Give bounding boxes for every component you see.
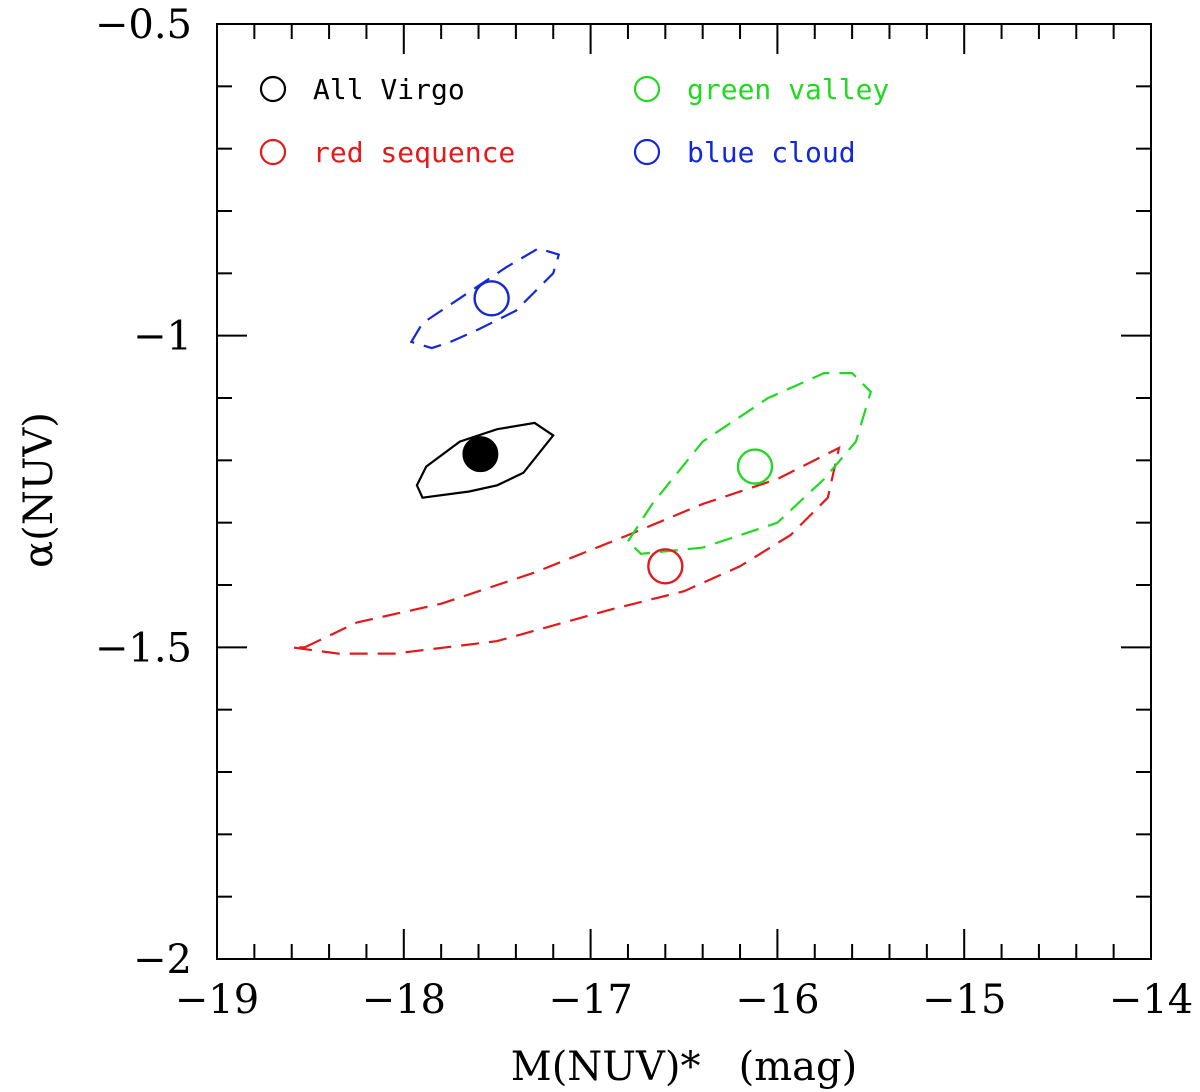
legend-marker bbox=[633, 75, 661, 103]
y-axis-title: α(NUV) bbox=[16, 412, 62, 568]
legend-label: red sequence bbox=[313, 136, 515, 169]
y-tick-label: −0.5 bbox=[95, 2, 192, 48]
best-fit-markers bbox=[462, 280, 774, 585]
best-fit-point bbox=[736, 448, 774, 485]
best-fit-point bbox=[462, 436, 499, 473]
confidence-contours bbox=[291, 247, 873, 655]
contour-red-sequence bbox=[291, 445, 841, 655]
best-fit-point bbox=[647, 548, 684, 585]
y-tick-label: −1.5 bbox=[95, 625, 192, 671]
best-fit-point bbox=[473, 280, 510, 317]
axis-ticks bbox=[216, 23, 1152, 960]
y-tick-label: −2 bbox=[133, 937, 192, 983]
x-tick-label: −15 bbox=[922, 977, 1006, 1023]
legend-label: All Virgo bbox=[313, 73, 465, 106]
x-tick-label: −19 bbox=[175, 977, 259, 1023]
legend-marker bbox=[259, 138, 287, 166]
legend: All Virgo red sequence green valley blue cl… bbox=[259, 73, 889, 169]
contour-green-valley bbox=[626, 372, 873, 555]
y-tick-label: −1 bbox=[133, 314, 192, 360]
plot-frame bbox=[216, 23, 1152, 960]
legend-label: green valley bbox=[687, 73, 889, 106]
contour-blue-cloud bbox=[409, 247, 561, 350]
x-axis-title: M(NUV)* (mag) bbox=[511, 1044, 858, 1090]
x-tick-label: −14 bbox=[1109, 977, 1193, 1023]
x-tick-labels: −19 −18 −17 −16 −15 −14 bbox=[175, 977, 1193, 1023]
y-tick-labels: −2 −1.5 −1 −0.5 bbox=[95, 2, 192, 983]
legend-marker bbox=[259, 75, 287, 103]
x-tick-label: −17 bbox=[548, 977, 632, 1023]
x-tick-label: −16 bbox=[735, 977, 819, 1023]
contour-all-virgo bbox=[415, 421, 555, 499]
legend-label: blue cloud bbox=[687, 136, 856, 169]
x-tick-label: −18 bbox=[362, 977, 446, 1023]
legend-marker bbox=[633, 138, 661, 166]
